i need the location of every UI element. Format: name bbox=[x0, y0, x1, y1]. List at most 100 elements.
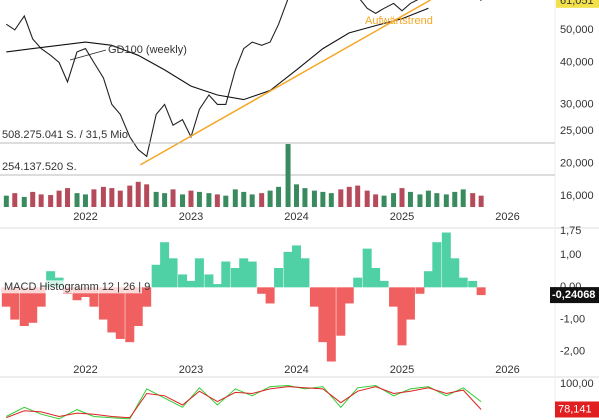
macd-bar bbox=[326, 287, 336, 362]
macd-bar bbox=[468, 280, 478, 288]
current-price-label: 61,051 bbox=[560, 0, 594, 7]
macd-bar bbox=[300, 258, 310, 288]
macd-bar bbox=[133, 287, 143, 327]
macd-bar bbox=[142, 287, 152, 307]
volume-bar bbox=[3, 195, 9, 207]
macd-bar bbox=[36, 287, 46, 307]
x-tick-label: 2023 bbox=[179, 364, 203, 376]
macd-bar bbox=[115, 287, 125, 339]
current-value-label: -0,24068 bbox=[552, 289, 595, 301]
macd-bar bbox=[247, 261, 257, 288]
macd-bar bbox=[371, 267, 381, 288]
macd-bar bbox=[212, 284, 222, 288]
macd-bar bbox=[336, 287, 346, 336]
volume-bar bbox=[276, 186, 282, 207]
moving-average-label: GD100 (weekly) bbox=[108, 44, 187, 56]
macd-bar bbox=[46, 271, 56, 288]
volume-bar bbox=[144, 184, 150, 207]
current-value-label: 78,141 bbox=[558, 403, 592, 415]
volume-bar bbox=[170, 189, 176, 207]
volume-bar bbox=[153, 191, 159, 207]
oscillator-panel bbox=[6, 384, 482, 420]
indicator-title: MACD Histogramm 12 | 26 | 9 bbox=[4, 281, 150, 293]
y-tick-label: 1,00 bbox=[560, 249, 581, 261]
volume-bar bbox=[328, 193, 334, 207]
volume-bar bbox=[206, 193, 212, 207]
indicator-title-bg bbox=[2, 280, 142, 294]
y-tick-label: 100,00 bbox=[560, 378, 594, 390]
macd-bar bbox=[432, 242, 442, 288]
label-leader bbox=[69, 49, 107, 61]
volume-bar bbox=[302, 188, 308, 207]
macd-bar bbox=[318, 287, 328, 343]
volume-bar bbox=[355, 185, 361, 207]
current-price-box bbox=[556, 0, 599, 8]
macd-bar bbox=[107, 287, 117, 333]
current-value-box bbox=[550, 287, 599, 304]
macd-bar bbox=[283, 251, 293, 288]
volume-bar bbox=[249, 194, 255, 207]
macd-bar bbox=[89, 287, 99, 307]
y-tick-label: 40,000 bbox=[560, 56, 594, 68]
volume-bar bbox=[135, 181, 141, 207]
macd-bar bbox=[344, 287, 354, 304]
y-tick-label: 16,000 bbox=[560, 190, 594, 202]
volume-bar bbox=[293, 184, 299, 207]
macd-bar bbox=[186, 280, 196, 288]
volume-bar bbox=[425, 190, 431, 207]
macd-bar bbox=[441, 232, 451, 288]
volume-bar bbox=[30, 191, 36, 207]
macd-bar bbox=[1, 287, 11, 307]
volume-bar bbox=[48, 195, 54, 207]
y-tick-label: 25,000 bbox=[560, 125, 594, 137]
macd-bar bbox=[19, 287, 29, 327]
macd-panel bbox=[1, 232, 486, 362]
macd-bar bbox=[178, 274, 188, 288]
current-value-box bbox=[555, 401, 599, 418]
volume-bar bbox=[407, 191, 413, 207]
macd-bar bbox=[98, 287, 108, 320]
macd-bar bbox=[239, 258, 249, 288]
volume-bar bbox=[56, 190, 62, 207]
macd-bar bbox=[168, 258, 178, 288]
volume-bar bbox=[38, 194, 44, 207]
volume-bar bbox=[162, 193, 168, 207]
volume-bar bbox=[259, 193, 265, 207]
y-tick-label: -2,00 bbox=[560, 346, 585, 358]
macd-bar bbox=[28, 287, 38, 323]
macd-bar bbox=[10, 287, 20, 320]
price-panel bbox=[0, 0, 555, 207]
x-tick-label: 2023 bbox=[179, 211, 203, 223]
macd-bar bbox=[353, 277, 363, 288]
macd-bar bbox=[125, 287, 135, 343]
volume-bar bbox=[417, 194, 423, 207]
volume-bar bbox=[117, 190, 123, 207]
volume-bar bbox=[381, 195, 387, 207]
oscillator-line bbox=[6, 384, 482, 420]
volume-bar bbox=[338, 189, 344, 207]
volume-bar bbox=[452, 191, 458, 207]
volume-bar bbox=[127, 185, 133, 207]
y-tick-label: 50,000 bbox=[560, 24, 594, 36]
macd-bar bbox=[274, 267, 284, 288]
macd-bar bbox=[397, 287, 407, 346]
volume-bar bbox=[100, 186, 106, 207]
macd-bar bbox=[450, 258, 460, 288]
volume-level-label: 254.137.520 S. bbox=[2, 161, 77, 173]
x-tick-label: 2025 bbox=[390, 364, 414, 376]
macd-bar bbox=[389, 287, 399, 307]
volume-bar bbox=[460, 189, 466, 207]
volume-bar bbox=[364, 190, 370, 207]
volume-bar bbox=[82, 194, 88, 207]
macd-bar bbox=[476, 287, 486, 296]
macd-bar bbox=[257, 287, 267, 294]
x-tick-label: 2026 bbox=[495, 364, 519, 376]
price-line bbox=[5, 0, 482, 158]
macd-bar bbox=[221, 261, 231, 288]
volume-level-label: 508.275.041 S. / 31,5 Mio bbox=[2, 129, 128, 141]
volume-bar bbox=[188, 190, 194, 207]
x-tick-label: 2024 bbox=[284, 364, 308, 376]
y-tick-label: 20,000 bbox=[560, 157, 594, 169]
volume-bar bbox=[241, 191, 247, 207]
